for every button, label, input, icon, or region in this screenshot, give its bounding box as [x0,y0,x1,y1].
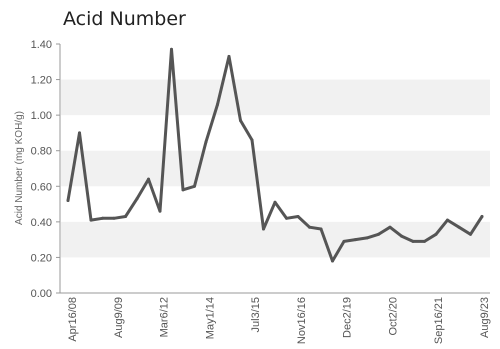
data-point [423,239,426,243]
data-point [89,218,93,222]
data-point [480,215,484,219]
data-point [308,225,311,229]
data-point [158,209,162,213]
y-tick-label: 0.40 [31,217,52,229]
y-ticks: 0.00 0.20 0.40 0.60 0.80 1.00 1.20 1.40 [31,39,60,300]
y-axis-label: Acid Number (mg KOH/g) [14,111,25,225]
data-point [296,215,300,219]
data-point [331,259,334,263]
grid-band [61,79,490,116]
data-point [193,184,196,188]
data-point [181,188,185,192]
x-tick-label: Mar6/12 [159,297,171,337]
data-point [469,232,472,236]
data-point [377,232,380,236]
x-tick-label: Aug9/09 [113,297,125,338]
data-point [342,239,346,243]
x-ticks: Apr16/08 Aug9/09 Mar6/12 May1/14 Jul3/15 Nov1… [67,297,491,344]
y-tick-label: 0.80 [31,146,52,158]
data-point [262,227,265,231]
x-tick-label: Nov16/16 [296,297,308,344]
data-point [78,131,81,135]
data-point [147,177,150,181]
data-point [273,200,277,204]
data-point [112,216,116,220]
data-point [457,225,461,229]
y-tick-label: 0.20 [31,252,52,264]
data-point [354,238,357,242]
data-point [204,140,208,144]
data-point [170,47,173,51]
data-point [66,199,70,203]
x-tick-label: Oct2/20 [387,297,399,336]
y-tick-label: 1.00 [31,110,52,122]
grid-band [61,150,490,187]
series-group [66,47,484,263]
data-point [388,225,392,229]
chart-title: Acid Number [63,8,186,30]
x-tick-label: Jul3/15 [250,297,262,332]
x-tick-label: Dec2/19 [342,297,354,338]
data-point [227,54,231,58]
data-point [135,197,139,201]
x-tick-label: Sep16/21 [433,297,445,344]
y-tick-label: 1.40 [31,39,52,51]
x-tick-label: May1/14 [204,297,216,339]
y-tick-label: 1.20 [31,75,52,87]
data-point [411,239,415,243]
data-point [250,138,254,142]
data-point [434,232,438,236]
data-point [124,215,127,219]
data-point [319,227,323,231]
x-tick-label: Aug9/23 [479,297,491,338]
grid-band [61,221,490,258]
data-point [239,118,242,122]
data-point [446,218,449,222]
data-point [216,102,219,106]
x-tick-label: Apr16/08 [67,297,79,342]
y-tick-label: 0.00 [31,288,52,300]
data-point [285,216,288,220]
data-point [365,236,369,240]
data-point [400,234,403,238]
background-bands [61,79,490,258]
y-tick-label: 0.60 [31,181,52,193]
data-point [101,216,104,220]
